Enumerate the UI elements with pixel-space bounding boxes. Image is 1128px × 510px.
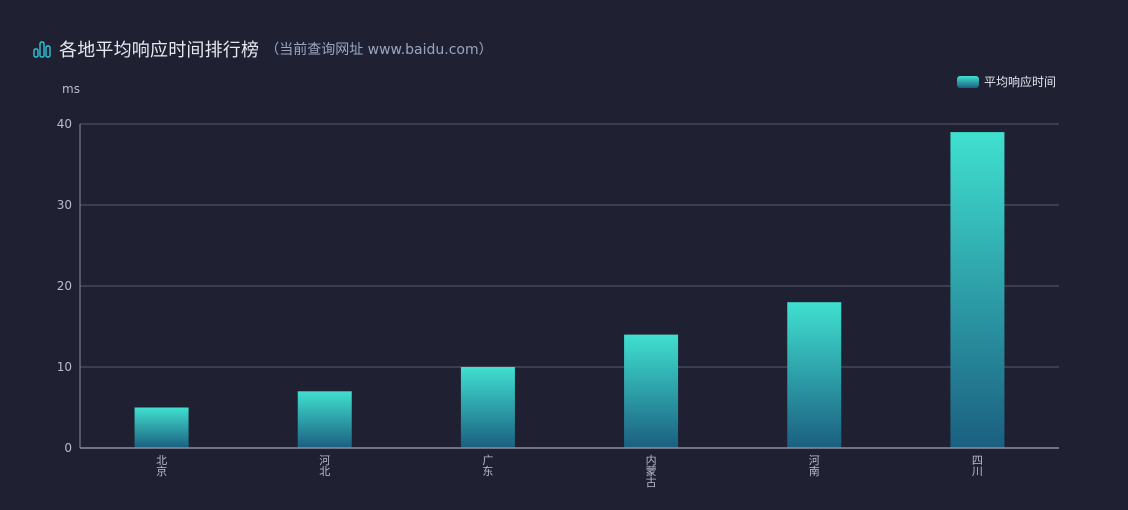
x-category-label: 内蒙古 (645, 454, 657, 489)
bars (134, 132, 1005, 449)
y-tick-label: 20 (57, 279, 72, 293)
x-category-label: 河南 (808, 454, 820, 478)
y-tick-label: 10 (57, 360, 72, 374)
axes: 0 10 20 30 40 (57, 117, 1059, 455)
y-tick-label: 0 (64, 441, 72, 455)
x-category-label: 广东 (482, 454, 494, 478)
y-tick-label: 30 (57, 198, 72, 212)
y-tick-label: 40 (57, 117, 72, 131)
bar[interactable] (950, 132, 1005, 448)
x-category-label: 北京 (156, 454, 168, 478)
bar-chart-icon (33, 41, 51, 58)
legend-swatch (956, 75, 979, 88)
bar[interactable] (134, 407, 189, 449)
bar[interactable] (460, 367, 515, 448)
bar[interactable] (624, 334, 679, 448)
bar[interactable] (297, 391, 352, 448)
chart-title-row: 各地平均响应时间排行榜 （当前查询网址 www.baidu.com） (33, 36, 493, 62)
chart-title: 各地平均响应时间排行榜 (59, 40, 260, 61)
x-category-label: 四川 (971, 454, 983, 478)
legend-label: 平均响应时间 (983, 75, 1056, 89)
chart-subtitle: （当前查询网址 www.baidu.com） (265, 42, 493, 58)
bar[interactable] (787, 302, 842, 448)
x-category-label: 河北 (319, 454, 331, 478)
grid-lines (80, 123, 1059, 368)
legend-item[interactable]: 平均响应时间 (956, 73, 1056, 90)
y-axis-unit: ms (62, 82, 80, 96)
